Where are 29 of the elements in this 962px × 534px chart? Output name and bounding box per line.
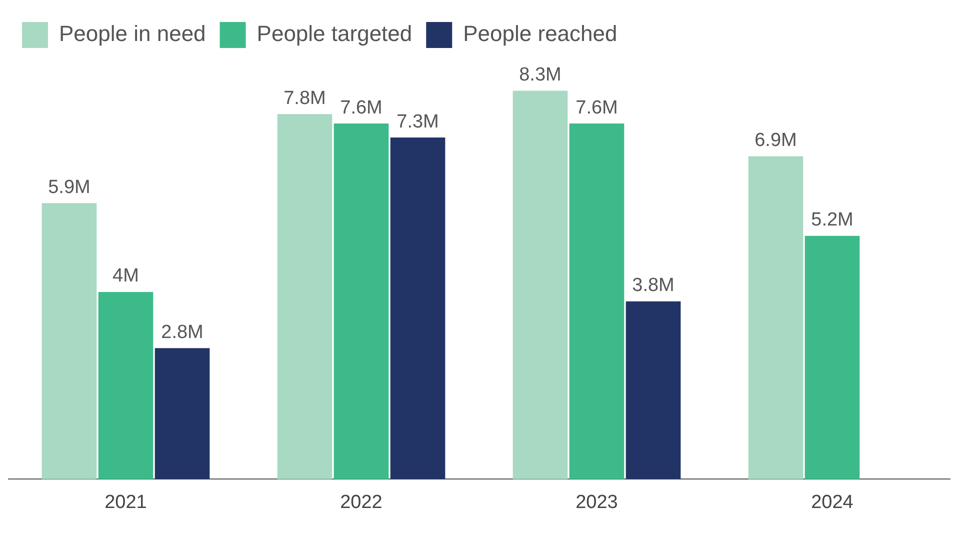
- data-label: 3.8M: [632, 275, 674, 296]
- bar: [42, 203, 97, 480]
- x-tick-label: 2024: [811, 492, 854, 513]
- data-label: 8.3M: [519, 64, 562, 86]
- data-label: 6.9M: [754, 130, 797, 152]
- bar: [277, 114, 332, 480]
- legend-label: People targeted: [256, 21, 412, 46]
- bar: [804, 236, 860, 480]
- bar: [154, 348, 210, 480]
- data-label: 4M: [112, 266, 139, 287]
- data-label: 7.3M: [396, 111, 439, 132]
- legend-label: People in need: [59, 21, 206, 46]
- bar: [748, 156, 804, 480]
- data-label: 7.6M: [576, 97, 618, 118]
- data-label: 7.6M: [340, 97, 382, 118]
- x-tick-label: 2022: [340, 492, 382, 513]
- bar: [390, 138, 446, 480]
- bar: [569, 124, 624, 480]
- bar: [626, 301, 681, 480]
- bar: [512, 90, 568, 480]
- x-tick-label: 2023: [576, 492, 618, 513]
- bar: [334, 124, 389, 480]
- data-label: 2.8M: [161, 322, 204, 343]
- legend-label: People reached: [463, 21, 618, 46]
- bar: [98, 292, 154, 480]
- x-tick-label: 2021: [104, 492, 147, 513]
- data-label: 7.8M: [284, 88, 326, 109]
- data-label: 5.9M: [48, 176, 90, 198]
- data-label: 5.2M: [811, 210, 854, 231]
